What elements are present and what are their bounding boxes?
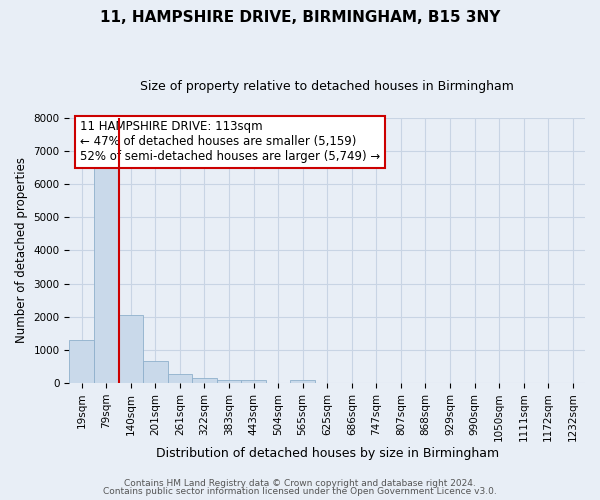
X-axis label: Distribution of detached houses by size in Birmingham: Distribution of detached houses by size …: [155, 447, 499, 460]
Bar: [119, 315, 143, 383]
Bar: [143, 362, 167, 383]
Text: 11, HAMPSHIRE DRIVE, BIRMINGHAM, B15 3NY: 11, HAMPSHIRE DRIVE, BIRMINGHAM, B15 3NY: [100, 10, 500, 25]
Bar: [192, 378, 217, 383]
Text: Contains public sector information licensed under the Open Government Licence v3: Contains public sector information licen…: [103, 487, 497, 496]
Bar: [94, 164, 119, 383]
Bar: [70, 340, 94, 383]
Bar: [290, 380, 315, 383]
Y-axis label: Number of detached properties: Number of detached properties: [15, 158, 28, 344]
Text: Contains HM Land Registry data © Crown copyright and database right 2024.: Contains HM Land Registry data © Crown c…: [124, 478, 476, 488]
Bar: [217, 380, 241, 383]
Title: Size of property relative to detached houses in Birmingham: Size of property relative to detached ho…: [140, 80, 514, 93]
Bar: [241, 380, 266, 383]
Bar: [167, 374, 192, 383]
Text: 11 HAMPSHIRE DRIVE: 113sqm
← 47% of detached houses are smaller (5,159)
52% of s: 11 HAMPSHIRE DRIVE: 113sqm ← 47% of deta…: [80, 120, 380, 164]
